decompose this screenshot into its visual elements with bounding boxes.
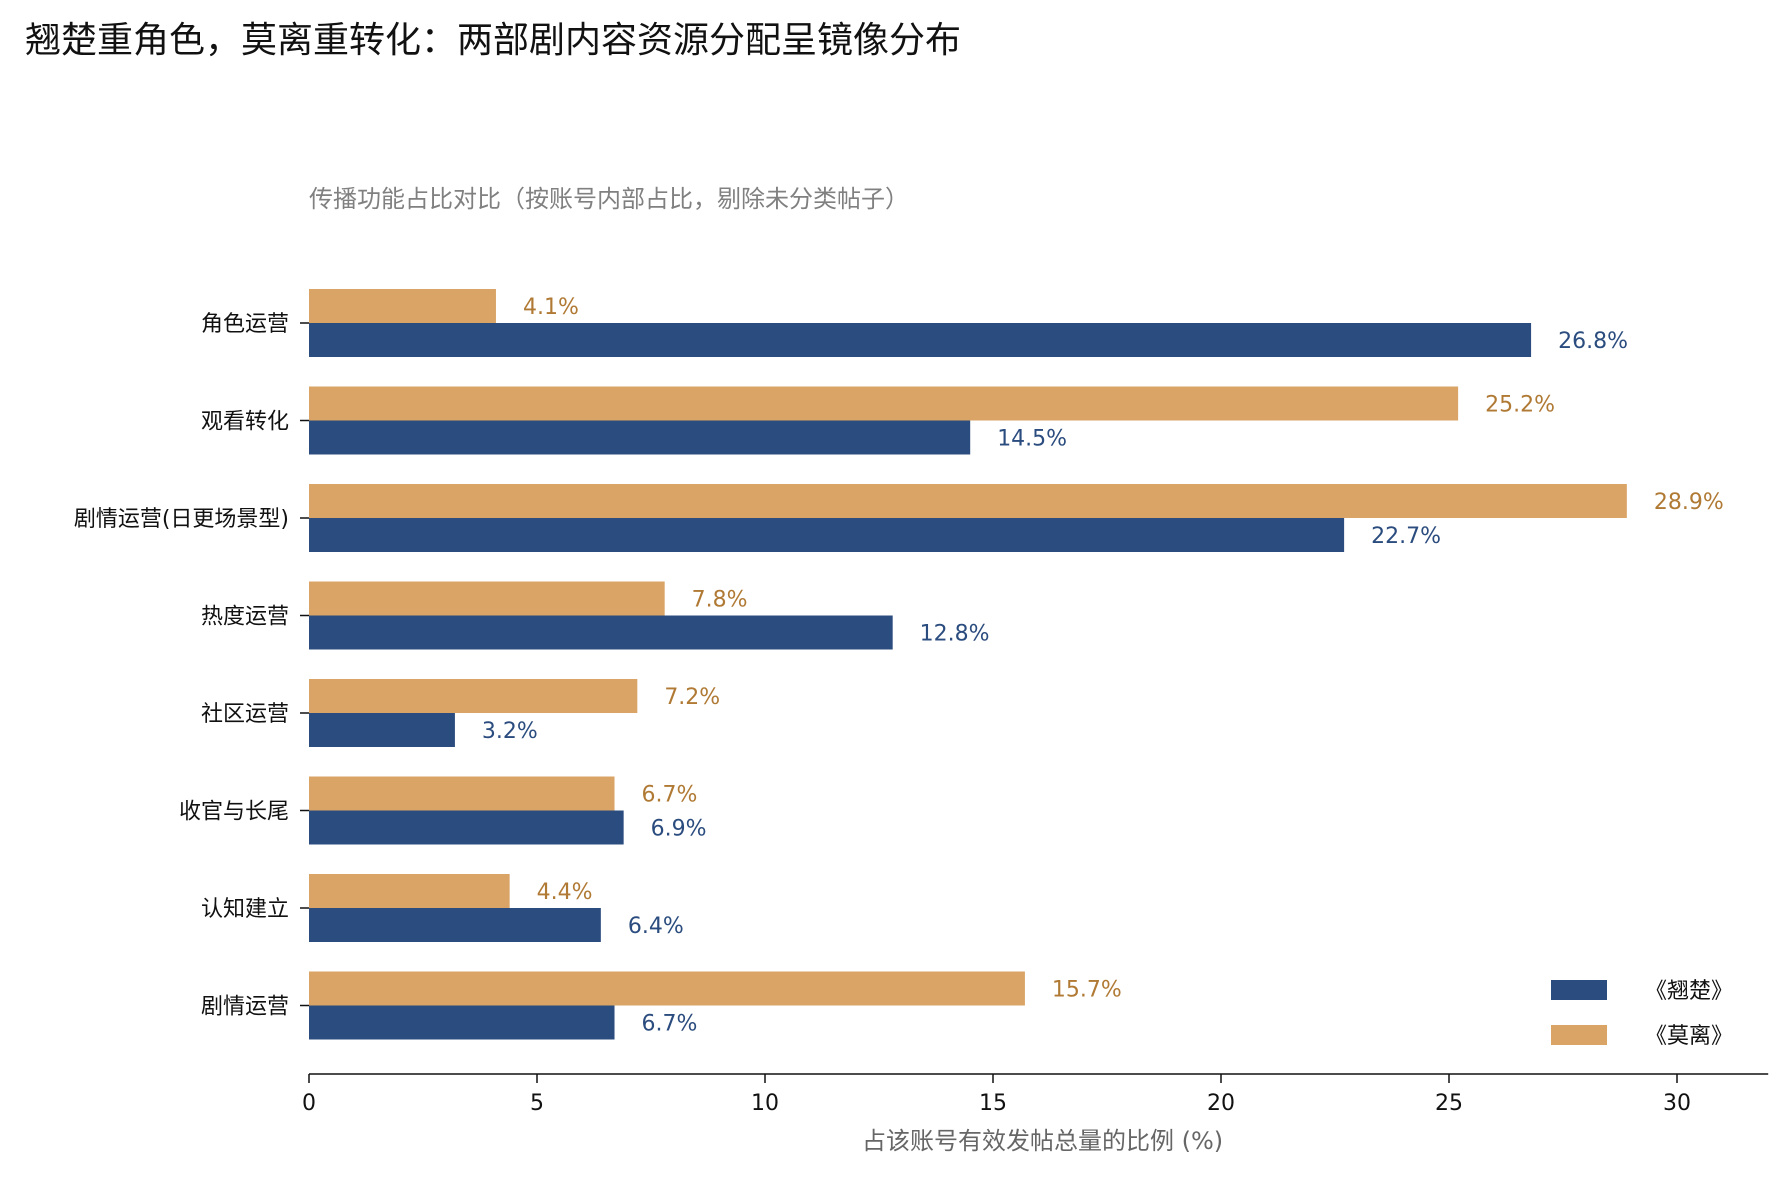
category-label-1: 观看转化 xyxy=(201,410,289,435)
value-label-qiaochu-5: 6.9% xyxy=(651,817,707,842)
legend: 《翘楚》《莫离》 xyxy=(1551,979,1733,1049)
chart-title: 翘楚重角色，莫离重转化：两部剧内容资源分配呈镜像分布 xyxy=(25,20,961,61)
value-label-moli-4: 7.2% xyxy=(664,685,720,710)
bar-moli-3 xyxy=(309,581,665,616)
category-label-6: 认知建立 xyxy=(201,897,289,922)
bar-moli-7 xyxy=(309,971,1025,1006)
value-label-qiaochu-4: 3.2% xyxy=(482,719,538,744)
legend-swatch-0 xyxy=(1551,980,1607,1000)
bar-moli-4 xyxy=(309,679,638,713)
value-label-moli-7: 15.7% xyxy=(1052,978,1122,1003)
value-label-moli-0: 4.1% xyxy=(523,295,579,320)
category-label-2: 剧情运营(日更场景型) xyxy=(74,507,289,532)
value-label-moli-3: 7.8% xyxy=(692,588,748,613)
x-tick-label-4: 20 xyxy=(1207,1091,1235,1116)
value-label-moli-5: 6.7% xyxy=(642,783,698,808)
value-label-moli-1: 25.2% xyxy=(1485,393,1555,418)
value-label-qiaochu-2: 22.7% xyxy=(1371,524,1441,549)
legend-label-1: 《莫离》 xyxy=(1645,1024,1733,1049)
x-axis: 0 5 10 15 20 25 30 xyxy=(302,1073,1769,1116)
value-label-qiaochu-1: 14.5% xyxy=(997,427,1067,452)
bar-qiaochu-3 xyxy=(309,615,893,650)
value-label-moli-2: 28.9% xyxy=(1654,490,1724,515)
bars-group: 4.1% 26.8% 25.2% 14.5% 28.9% 22.7% 7.8% 12.8% 7.… xyxy=(309,289,1724,1040)
bar-moli-1 xyxy=(309,386,1459,421)
category-label-0: 角色运营 xyxy=(201,312,289,337)
bar-qiaochu-1 xyxy=(309,420,971,455)
value-label-moli-6: 4.4% xyxy=(537,880,593,905)
x-tick-label-3: 15 xyxy=(979,1091,1007,1116)
bar-moli-0 xyxy=(309,289,496,323)
chart-subtitle: 传播功能占比对比（按账号内部占比，剔除未分类帖子） xyxy=(309,185,909,213)
bar-qiaochu-2 xyxy=(309,518,1345,552)
value-label-qiaochu-0: 26.8% xyxy=(1558,329,1628,354)
bar-qiaochu-7 xyxy=(309,1005,615,1040)
value-label-qiaochu-3: 12.8% xyxy=(920,622,990,647)
x-tick-label-0: 0 xyxy=(302,1091,316,1116)
x-tick-label-2: 10 xyxy=(751,1091,779,1116)
value-label-qiaochu-6: 6.4% xyxy=(628,914,684,939)
bar-moli-5 xyxy=(309,776,615,811)
category-label-7: 剧情运营 xyxy=(201,995,289,1020)
category-label-4: 社区运营 xyxy=(201,702,289,727)
x-tick-label-1: 5 xyxy=(530,1091,544,1116)
x-axis-label: 占该账号有效发帖总量的比例 (%) xyxy=(862,1127,1223,1155)
legend-label-0: 《翘楚》 xyxy=(1645,979,1733,1004)
bar-qiaochu-5 xyxy=(309,810,624,845)
bar-moli-2 xyxy=(309,484,1627,518)
category-label-3: 热度运营 xyxy=(201,605,289,630)
legend-swatch-1 xyxy=(1551,1025,1607,1045)
bar-qiaochu-0 xyxy=(309,323,1532,357)
x-tick-label-5: 25 xyxy=(1435,1091,1463,1116)
bar-qiaochu-6 xyxy=(309,908,601,942)
category-label-5: 收官与长尾 xyxy=(179,800,289,825)
bar-qiaochu-4 xyxy=(309,713,455,747)
x-tick-label-6: 30 xyxy=(1663,1091,1691,1116)
bar-moli-6 xyxy=(309,874,510,908)
value-label-qiaochu-7: 6.7% xyxy=(642,1012,698,1037)
